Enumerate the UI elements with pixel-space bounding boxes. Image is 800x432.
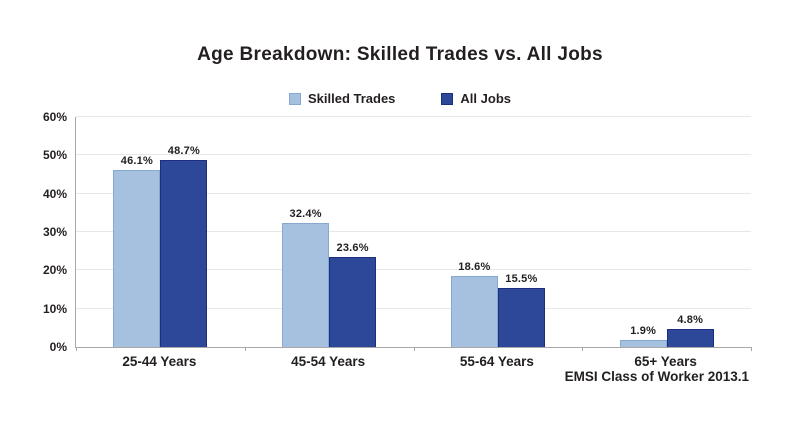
axis-tick	[76, 347, 77, 351]
bar-skilled-trades	[282, 222, 330, 347]
value-label: 23.6%	[336, 241, 369, 254]
bar-all-jobs	[160, 160, 208, 347]
gridline	[76, 116, 751, 117]
category-label: 65+ Years	[634, 354, 697, 369]
value-label: 1.9%	[630, 324, 657, 337]
y-axis-label: 20%	[42, 263, 67, 278]
gridline	[76, 192, 751, 194]
gridline	[76, 154, 751, 156]
value-label: 32.4%	[289, 207, 322, 220]
bar-all-jobs	[666, 328, 714, 347]
axis-tick	[582, 347, 584, 351]
gridline	[76, 269, 751, 271]
legend-label: Skilled Trades	[307, 91, 396, 106]
y-axis-label: 40%	[42, 186, 67, 201]
category-label: 55-64 Years	[459, 354, 534, 369]
legend-item: All Jobs	[441, 91, 511, 106]
bar-skilled-trades	[113, 170, 161, 347]
legend-item: Skilled Trades	[288, 91, 396, 106]
axis-tick	[751, 347, 752, 351]
legend-swatch	[288, 92, 301, 105]
value-label: 18.6%	[458, 260, 491, 273]
y-axis-label: 30%	[42, 225, 67, 239]
gridline	[76, 307, 751, 309]
category-label: 45-54 Years	[291, 354, 366, 369]
bar-all-jobs	[497, 287, 545, 347]
bar-skilled-trades	[619, 339, 667, 347]
y-axis-label: 10%	[42, 301, 67, 316]
y-axis-label: 50%	[42, 148, 67, 163]
axis-tick	[244, 347, 246, 351]
category-label: 25-44 Years	[122, 354, 197, 369]
plot-area: 46.1% 48.7% 32.4% 23.6% 18.6% 15.5% 1.9% 4.8%	[75, 116, 752, 351]
legend: Skilled Trades All Jobs	[0, 91, 800, 106]
legend-swatch	[441, 92, 454, 105]
chart-title: Age Breakdown: Skilled Trades vs. All Jo…	[197, 44, 603, 65]
bar-all-jobs	[329, 256, 377, 347]
value-label: 15.5%	[505, 272, 538, 285]
bar-skilled-trades	[450, 275, 498, 347]
value-label: 46.1%	[120, 155, 153, 168]
y-axis-label: 0%	[49, 340, 67, 354]
y-axis-label: 60%	[42, 110, 67, 124]
axis-tick	[413, 347, 415, 351]
value-label: 4.8%	[677, 313, 704, 326]
source-note: EMSI Class of Worker 2013.1	[564, 369, 749, 384]
legend-label: All Jobs	[460, 91, 511, 106]
value-label: 48.7%	[167, 145, 200, 158]
gridline	[76, 231, 751, 232]
